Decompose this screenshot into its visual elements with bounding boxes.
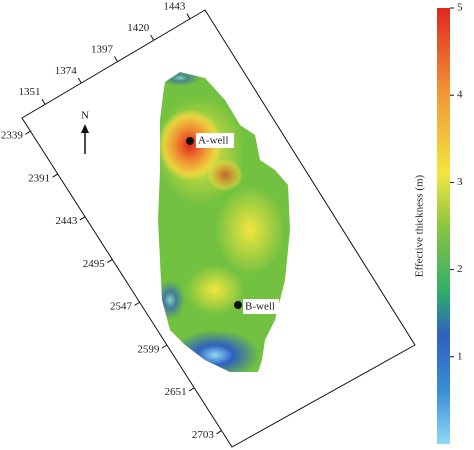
tick-mark [188,387,195,392]
colorbar-tick-label: 4 [457,89,463,101]
tick-mark [25,130,31,135]
left-tick-label: 2651 [165,386,187,398]
well-label: A-well [198,135,229,147]
well-label: B-well [245,301,275,313]
tick-mark [106,259,113,264]
top-tick-label: 1374 [55,65,78,77]
tick-mark [114,56,118,62]
left-tick-label: 2391 [28,172,50,184]
top-tick-label: 1443 [163,1,186,13]
colorbar-tick-label: 3 [457,176,463,188]
tick-mark [216,430,222,435]
top-tick-label: 1351 [18,86,40,98]
left-tick-label: 2443 [55,215,78,227]
north-label: N [81,110,89,122]
tick-mark [150,34,155,41]
well-label-bg [243,299,279,314]
top-tick-label: 1420 [127,22,150,34]
left-tick-label: 2495 [83,258,106,270]
left-tick-label: 2599 [137,343,160,355]
tick-mark [52,173,58,178]
colorbar-tick-label: 1 [457,350,463,362]
colorbar [437,8,450,444]
tick-mark [134,301,140,306]
colorbar-label: Effective thickness (m) [414,174,426,277]
tick-mark [161,344,168,349]
colorbar-tick-label: 5 [457,2,463,14]
left-tick-label: 2339 [1,130,24,142]
well-marker [234,301,242,309]
north-arrowhead [81,124,89,133]
tick-mark [186,13,191,20]
left-tick-label: 2703 [192,429,215,441]
left-tick-label: 2547 [110,301,133,313]
colorbar-tick-label: 2 [457,263,463,275]
well-marker [186,137,194,145]
tick-mark [77,77,82,84]
tick-mark [41,98,46,105]
top-tick-label: 1397 [91,43,114,55]
tick-mark [79,216,86,221]
well-label-bg [196,133,234,148]
